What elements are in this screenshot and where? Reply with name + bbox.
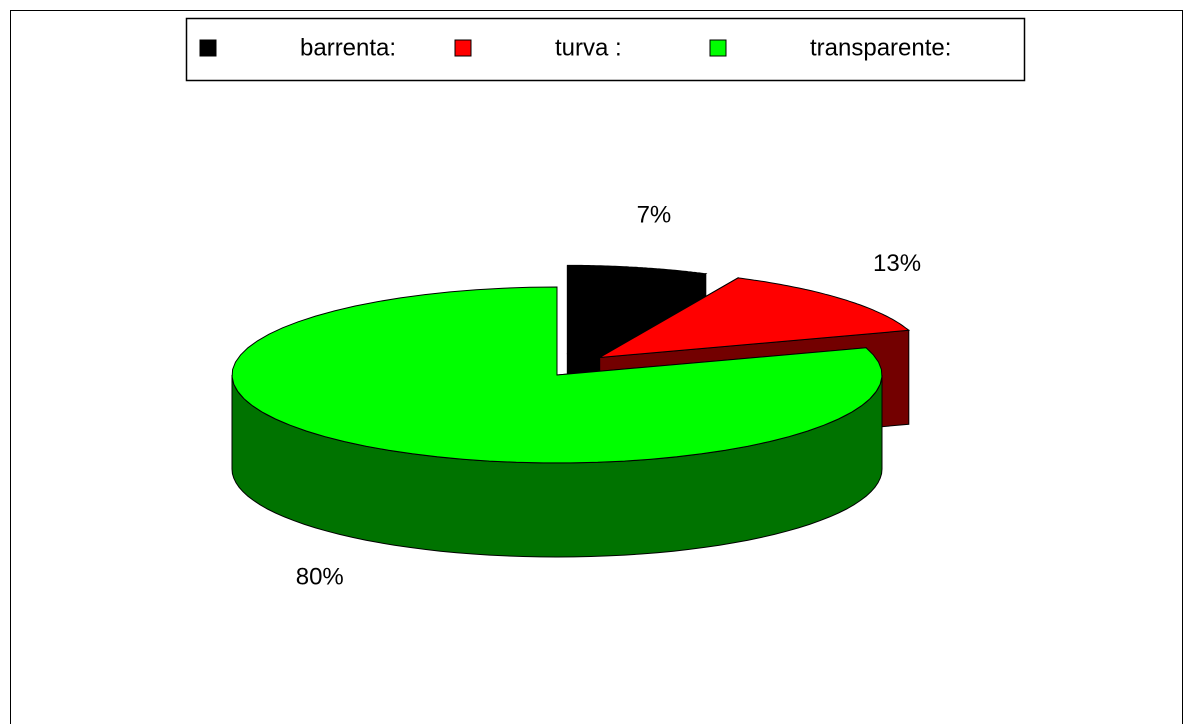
legend-label: turva : — [555, 34, 622, 61]
legend-swatch — [454, 39, 472, 57]
data-label: 13% — [873, 250, 921, 277]
data-label: 80% — [296, 563, 344, 590]
legend-label: barrenta: — [300, 34, 396, 61]
data-label: 7% — [637, 201, 672, 228]
slice — [566, 264, 708, 355]
legend-box — [185, 17, 1026, 82]
slice — [599, 277, 911, 358]
legend-swatch — [199, 39, 217, 57]
slice — [231, 286, 883, 464]
legend-swatch — [709, 39, 727, 57]
legend-label: transparente: — [810, 34, 951, 61]
